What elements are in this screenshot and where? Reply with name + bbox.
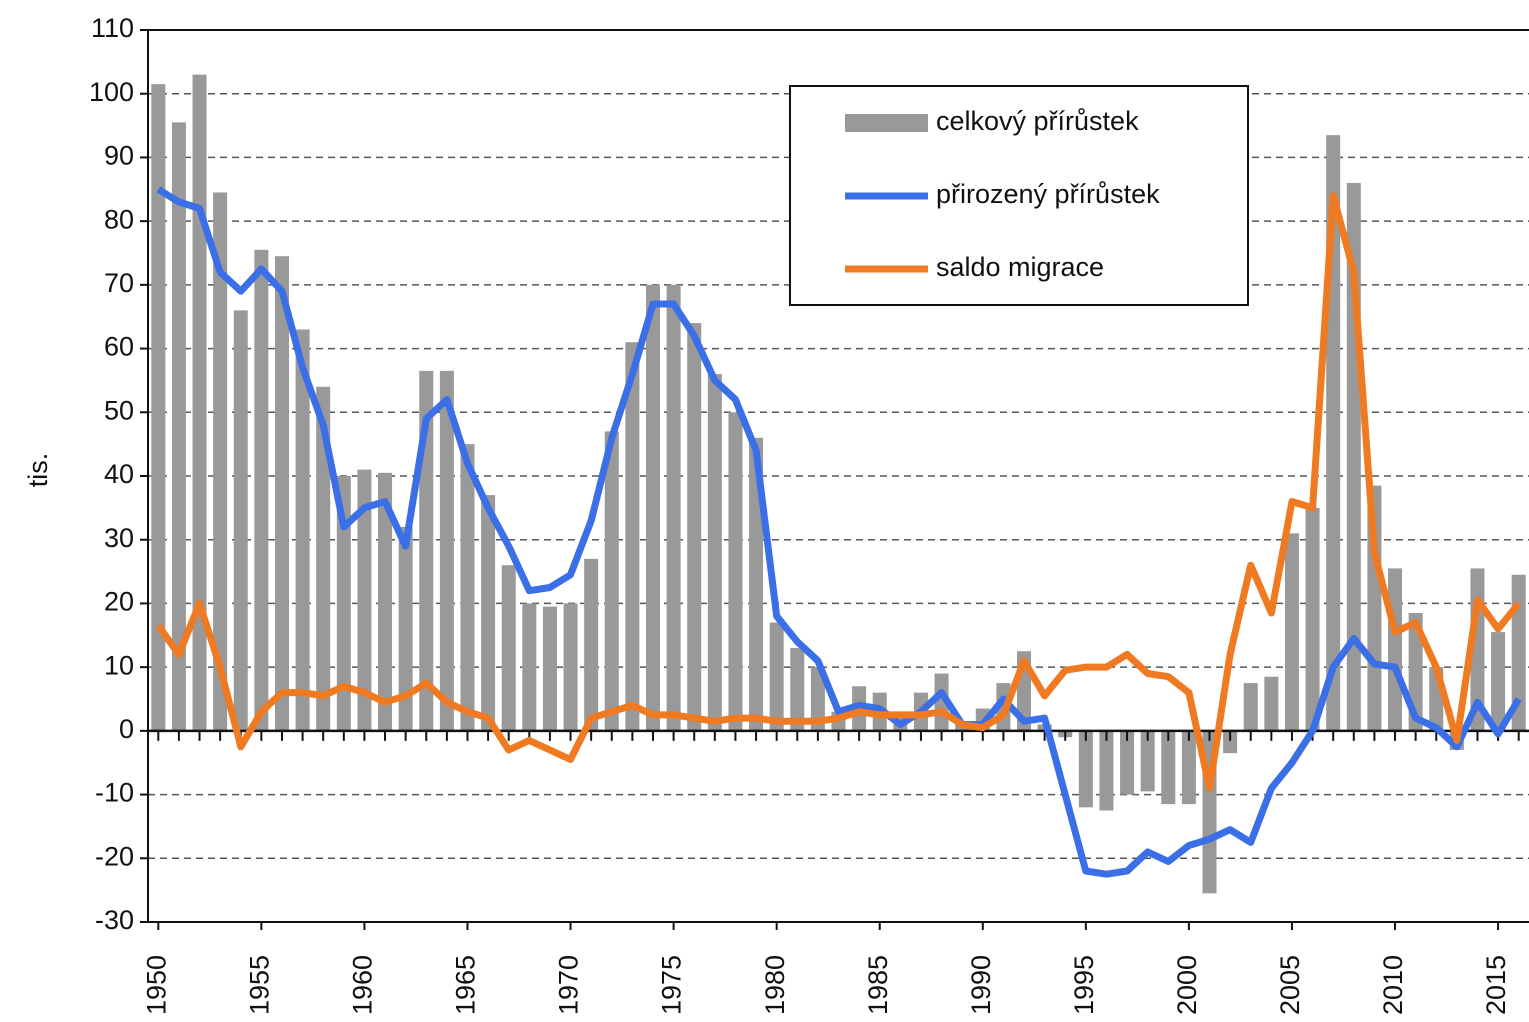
x-tick-label: 1985 [863, 955, 893, 1015]
y-tick-label: 0 [119, 714, 134, 744]
x-tick-label: 2010 [1378, 955, 1408, 1015]
x-tick-label: 1970 [554, 955, 584, 1015]
y-tick-label: 10 [104, 650, 134, 680]
x-tick-label: 1980 [760, 955, 790, 1015]
bar [439, 370, 454, 731]
bar [1161, 730, 1176, 805]
bar [336, 476, 351, 731]
bar [1120, 730, 1135, 795]
line [155, 192, 1522, 792]
bar [584, 558, 599, 731]
y-tick-label: -20 [95, 841, 134, 871]
legend-swatch [845, 114, 928, 132]
x-tick-label: 1990 [966, 955, 996, 1015]
line [156, 186, 1522, 878]
y-tick-label: 80 [104, 204, 134, 234]
bar [1078, 730, 1093, 808]
y-tick-label: 40 [104, 459, 134, 489]
bar [1223, 730, 1238, 754]
bar [1140, 730, 1155, 792]
bar [378, 472, 393, 731]
bar [542, 606, 557, 731]
x-tick-label: 1995 [1069, 955, 1099, 1015]
bar [1264, 676, 1279, 731]
y-tick-label: 100 [89, 77, 134, 107]
x-tick-label: 2015 [1481, 955, 1511, 1015]
y-tick-label: 30 [104, 523, 134, 553]
y-tick-label: 20 [104, 587, 134, 617]
bar [1305, 507, 1320, 731]
bar [398, 526, 413, 731]
y-axis-label: tis. [23, 453, 53, 488]
x-tick-label: 1955 [244, 955, 274, 1015]
y-tick-label: -30 [95, 905, 134, 935]
bar [481, 495, 496, 731]
bar [1243, 683, 1258, 731]
y-tick-label: 50 [104, 395, 134, 425]
bar [790, 648, 805, 731]
bar [213, 192, 228, 731]
x-tick-label: 2000 [1172, 955, 1202, 1015]
bar [192, 74, 207, 731]
y-tick-label: 60 [104, 332, 134, 362]
legend-label: celkový přírůstek [936, 106, 1139, 136]
bar [1388, 568, 1403, 731]
bar [233, 310, 248, 731]
bar [522, 603, 537, 731]
bar [151, 84, 166, 731]
bar [1491, 632, 1506, 731]
bar [645, 284, 661, 731]
bar [357, 469, 372, 731]
bar [625, 342, 640, 731]
bar [563, 603, 578, 731]
x-tick-label: 1960 [348, 955, 378, 1015]
y-tick-label: 110 [91, 13, 134, 43]
bar [666, 284, 681, 731]
bar [1099, 730, 1114, 811]
bar [254, 249, 269, 731]
y-tick-label: 90 [104, 141, 134, 171]
bar [316, 386, 331, 731]
x-tick-label: 1965 [451, 955, 481, 1015]
bar [707, 374, 722, 731]
legend-label: saldo migrace [936, 252, 1104, 282]
bar [728, 412, 743, 731]
x-tick-label: 1950 [141, 955, 171, 1015]
bar [1181, 730, 1196, 805]
plot-frame [147, 29, 1529, 923]
x-tick-label: 1975 [657, 955, 687, 1015]
bar [749, 437, 764, 731]
bar [1511, 574, 1526, 731]
bar [501, 565, 516, 731]
bar [171, 122, 186, 731]
bar [604, 431, 619, 731]
bar [295, 329, 310, 731]
bar [274, 256, 289, 731]
bar [1284, 533, 1299, 731]
bar [810, 667, 825, 731]
legend-label: přirozený přírůstek [936, 179, 1160, 209]
bar [460, 444, 475, 731]
bar [687, 323, 702, 731]
y-tick-label: -10 [95, 778, 134, 808]
bar [769, 622, 784, 731]
x-tick-label: 2005 [1275, 955, 1305, 1015]
y-tick-label: 70 [104, 268, 134, 298]
